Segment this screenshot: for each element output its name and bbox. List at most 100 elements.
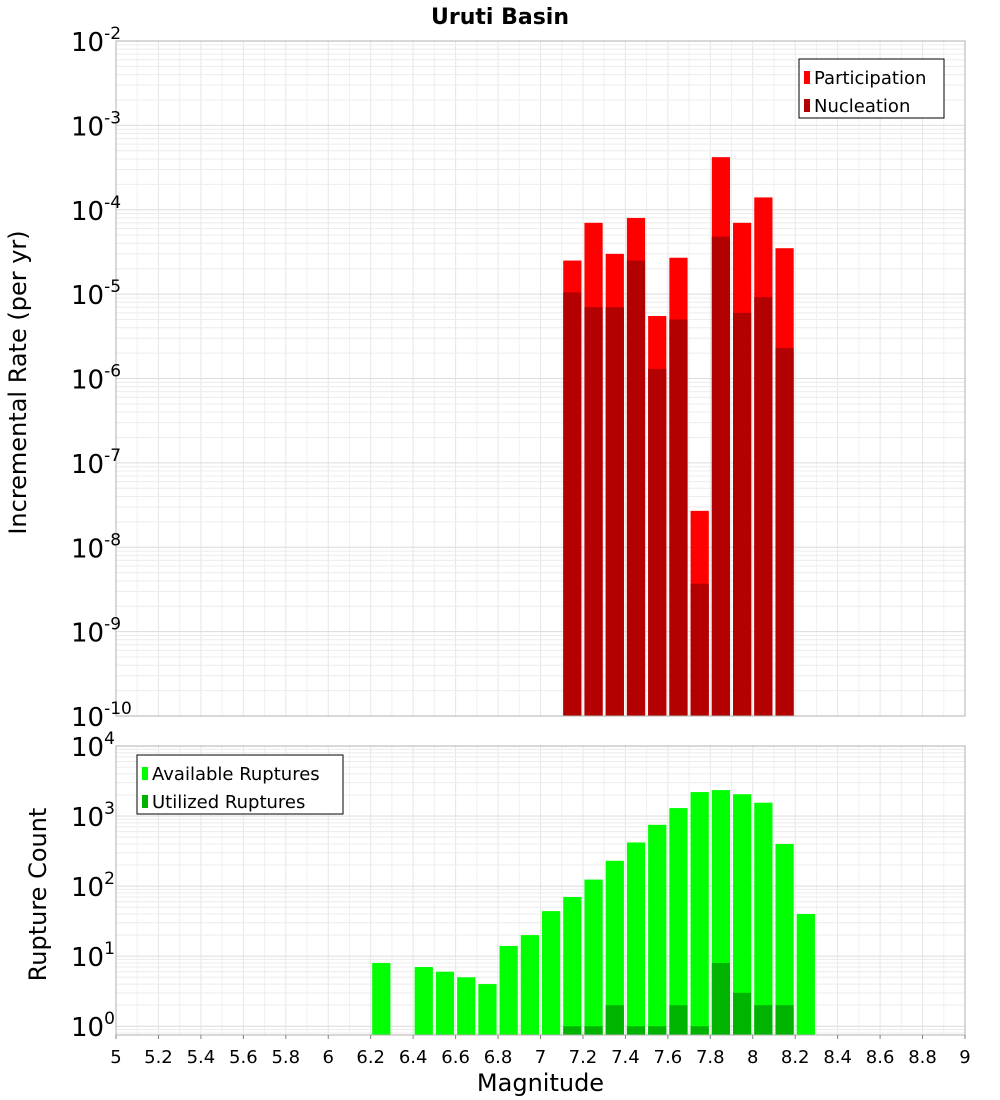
rate-y-tick-label: 10-6 bbox=[71, 362, 121, 396]
nucleation-bar bbox=[775, 347, 794, 716]
count-y-tick-label: 102 bbox=[71, 869, 115, 903]
available-ruptures-bar bbox=[563, 896, 582, 1035]
available-ruptures-bar bbox=[648, 824, 667, 1035]
available-ruptures-bar bbox=[414, 967, 433, 1035]
utilized-ruptures-bar bbox=[584, 1026, 603, 1035]
rate-legend-box bbox=[798, 58, 945, 119]
available-ruptures-bar bbox=[605, 860, 624, 1035]
legend-swatch bbox=[804, 71, 810, 84]
count-legend: Available Ruptures Utilized Ruptures bbox=[136, 754, 344, 815]
legend-label: Available Ruptures bbox=[152, 764, 320, 785]
utilized-ruptures-bar bbox=[775, 1005, 794, 1035]
available-ruptures-bar bbox=[478, 984, 497, 1035]
rate-plot-frame bbox=[115, 40, 966, 717]
nucleation-bar bbox=[648, 368, 667, 716]
x-tick-label: 7.8 bbox=[696, 1047, 725, 1068]
available-ruptures-bar bbox=[754, 802, 773, 1035]
nucleation-bar bbox=[690, 583, 709, 716]
available-ruptures-bar bbox=[457, 977, 476, 1035]
x-tick-label: 8 bbox=[747, 1047, 758, 1068]
legend-label: Utilized Ruptures bbox=[152, 792, 305, 813]
x-tick-label: 8.8 bbox=[908, 1047, 937, 1068]
rate-y-ticks: 10-10 10-9 10-8 10-7 10-6 10-5 10-4 10-3 10-2 bbox=[71, 24, 132, 733]
nucleation-bar bbox=[563, 292, 582, 716]
rate-gridlines bbox=[115, 41, 966, 717]
rate-y-tick-label: 10-10 bbox=[71, 699, 132, 733]
available-ruptures-bar bbox=[775, 843, 794, 1035]
nucleation-bar bbox=[584, 307, 603, 716]
count-y-tick-label: 101 bbox=[71, 939, 115, 973]
x-tick-label: 6.6 bbox=[441, 1047, 470, 1068]
nucleation-bar bbox=[626, 260, 646, 716]
nucleation-bar bbox=[733, 312, 752, 716]
utilized-ruptures-bar bbox=[669, 1005, 688, 1035]
x-tick-label: 8.2 bbox=[781, 1047, 810, 1068]
utilized-ruptures-bar bbox=[605, 1005, 624, 1035]
utilized-ruptures-bar bbox=[754, 1005, 773, 1035]
legend-swatch bbox=[142, 795, 148, 808]
x-tick-label: 5.8 bbox=[271, 1047, 300, 1068]
utilized-ruptures-bar bbox=[626, 1026, 646, 1035]
x-tick-label: 6 bbox=[323, 1047, 334, 1068]
count-y-ticks: 100 101 102 103 104 bbox=[71, 729, 115, 1043]
available-ruptures-bar bbox=[733, 794, 752, 1035]
x-tick-label: 8.6 bbox=[866, 1047, 895, 1068]
count-legend-box bbox=[136, 754, 344, 815]
x-axis-label: Magnitude bbox=[477, 1069, 604, 1097]
rate-bars bbox=[563, 157, 794, 717]
utilized-ruptures-bar bbox=[648, 1026, 667, 1035]
x-tick-label: 7.4 bbox=[611, 1047, 640, 1068]
count-gridlines bbox=[115, 746, 966, 1035]
rate-y-axis-label: Incremental Rate (per yr) bbox=[4, 230, 32, 534]
count-bars bbox=[372, 790, 815, 1035]
available-ruptures-bar bbox=[435, 971, 455, 1035]
legend-label: Nucleation bbox=[814, 96, 910, 117]
x-tick-label: 7.2 bbox=[569, 1047, 598, 1068]
x-tick-label: 5.6 bbox=[229, 1047, 258, 1068]
nucleation-bar bbox=[711, 236, 731, 716]
rate-y-tick-label: 10-7 bbox=[71, 446, 121, 480]
magnitude-x-ticks: 5 5.2 5.4 5.6 5.8 6 6.2 6.4 6.6 6.8 7 7.2 7.4 7.6 7.8 8… bbox=[110, 1035, 971, 1068]
utilized-ruptures-bar bbox=[711, 962, 731, 1035]
legend-swatch bbox=[804, 99, 810, 112]
rate-y-tick-label: 10-8 bbox=[71, 530, 121, 564]
x-tick-label: 6.2 bbox=[356, 1047, 385, 1068]
rate-y-tick-label: 10-4 bbox=[71, 193, 121, 227]
count-panel: 100 101 102 103 104 5 5.2 5.4 5.6 5.8 6 6.2 6.4 6.6 6… bbox=[24, 729, 971, 1097]
nucleation-bar bbox=[669, 319, 688, 716]
x-tick-label: 8.4 bbox=[823, 1047, 852, 1068]
nucleation-bar bbox=[605, 307, 624, 716]
rate-y-tick-label: 10-3 bbox=[71, 108, 121, 142]
available-ruptures-bar bbox=[584, 879, 603, 1035]
available-ruptures-bar bbox=[542, 911, 561, 1035]
utilized-ruptures-bar bbox=[563, 1026, 582, 1035]
x-tick-label: 6.4 bbox=[399, 1047, 428, 1068]
available-ruptures-bar bbox=[690, 792, 709, 1035]
chart-title: Uruti Basin bbox=[431, 5, 569, 30]
rate-y-tick-label: 10-9 bbox=[71, 615, 121, 649]
rate-legend: Participation Nucleation bbox=[798, 58, 945, 119]
rate-panel: 10-10 10-9 10-8 10-7 10-6 10-5 10-4 10-3 10-2 In… bbox=[4, 24, 966, 733]
available-ruptures-bar bbox=[669, 808, 688, 1035]
count-y-axis-label: Rupture Count bbox=[24, 808, 52, 982]
available-ruptures-bar bbox=[796, 914, 815, 1035]
count-y-tick-label: 103 bbox=[71, 799, 115, 833]
count-y-tick-label: 100 bbox=[71, 1009, 115, 1043]
available-ruptures-bar bbox=[499, 945, 518, 1035]
x-tick-label: 5 bbox=[110, 1047, 121, 1068]
nucleation-bar bbox=[754, 297, 773, 716]
count-y-tick-label: 104 bbox=[71, 729, 115, 763]
utilized-ruptures-bar bbox=[690, 1026, 709, 1035]
legend-swatch bbox=[142, 767, 148, 780]
available-ruptures-bar bbox=[626, 842, 646, 1035]
x-tick-label: 6.8 bbox=[484, 1047, 513, 1068]
rate-y-tick-label: 10-5 bbox=[71, 277, 121, 311]
x-tick-label: 7 bbox=[535, 1047, 546, 1068]
available-ruptures-bar bbox=[520, 935, 539, 1035]
x-tick-label: 5.2 bbox=[144, 1047, 173, 1068]
rate-y-tick-label: 10-2 bbox=[71, 24, 121, 58]
legend-label: Participation bbox=[814, 68, 926, 89]
x-tick-label: 9 bbox=[959, 1047, 970, 1068]
utilized-ruptures-bar bbox=[733, 992, 752, 1035]
